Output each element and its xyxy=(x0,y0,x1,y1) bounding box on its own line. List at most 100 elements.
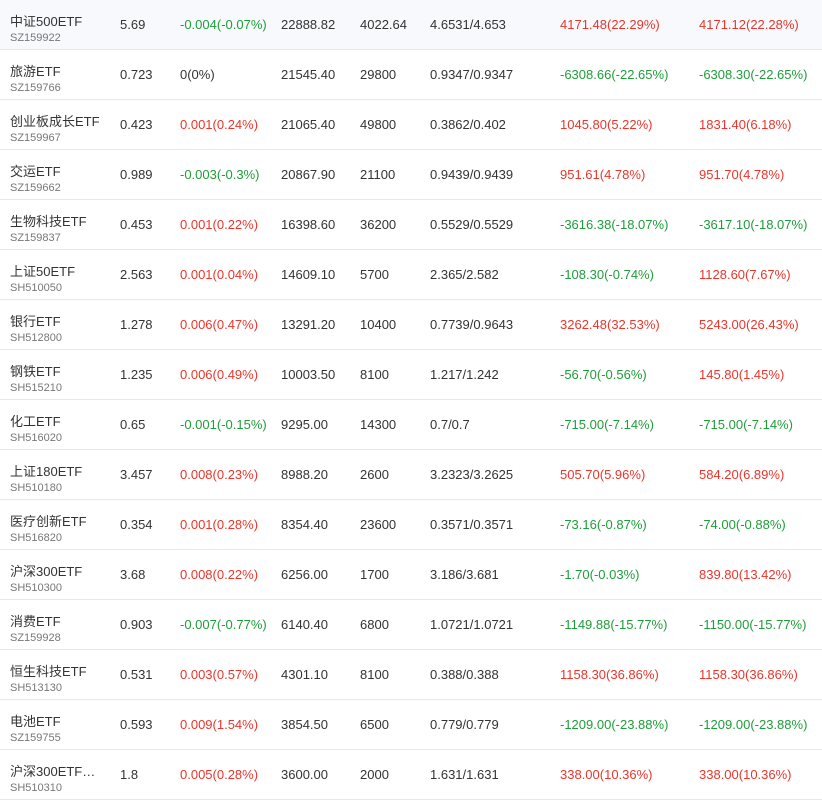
fund-name-cell[interactable]: 化工ETF SH516020 xyxy=(10,400,110,450)
table-row[interactable]: 银行ETF SH512800 1.278 0.006(0.47%) 13291.… xyxy=(0,300,822,350)
volume-cell: 21100 xyxy=(360,167,396,182)
price-cell: 0.723 xyxy=(120,67,153,82)
fund-name-cell[interactable]: 上证180ETF SH510180 xyxy=(10,450,110,500)
total-profit-cell: 338.00(10.36%) xyxy=(699,767,792,782)
nav-cell: 1.217/1.242 xyxy=(430,367,499,382)
fund-code: SH515210 xyxy=(10,382,62,394)
nav-cell: 0.5529/0.5529 xyxy=(430,217,514,232)
amount-cell: 8988.20 xyxy=(281,467,328,482)
fund-name-cell[interactable]: 恒生科技ETF SH513130 xyxy=(10,650,110,700)
table-row[interactable]: 钢铁ETF SH515210 1.235 0.006(0.49%) 10003.… xyxy=(0,350,822,400)
price-cell: 0.593 xyxy=(120,717,153,732)
nav-cell: 0.388/0.388 xyxy=(430,667,499,682)
profit-cell: -3616.38(-18.07%) xyxy=(560,217,669,232)
fund-name[interactable]: 电池ETF xyxy=(10,714,61,729)
nav-cell: 0.779/0.779 xyxy=(430,717,499,732)
fund-name[interactable]: 钢铁ETF xyxy=(10,364,61,379)
table-row[interactable]: 上证180ETF SH510180 3.457 0.008(0.23%) 898… xyxy=(0,450,822,500)
price-cell: 0.423 xyxy=(120,117,153,132)
price-cell: 1.278 xyxy=(120,317,153,332)
fund-name[interactable]: 消费ETF xyxy=(10,614,61,629)
fund-name[interactable]: 化工ETF xyxy=(10,414,61,429)
fund-name-cell[interactable]: 中证500ETF SZ159922 xyxy=(10,0,110,50)
table-row[interactable]: 化工ETF SH516020 0.65 -0.001(-0.15%) 9295.… xyxy=(0,400,822,450)
price-cell: 5.69 xyxy=(120,17,146,32)
nav-cell: 1.631/1.631 xyxy=(430,767,499,782)
fund-name-cell[interactable]: 沪深300ETF… SH510310 xyxy=(10,750,110,800)
volume-cell: 2000 xyxy=(360,767,389,782)
table-row[interactable]: 恒生科技ETF SH513130 0.531 0.003(0.57%) 4301… xyxy=(0,650,822,700)
fund-code: SZ159837 xyxy=(10,232,61,244)
table-row[interactable]: 消费ETF SZ159928 0.903 -0.007(-0.77%) 6140… xyxy=(0,600,822,650)
fund-name-cell[interactable]: 生物科技ETF SZ159837 xyxy=(10,200,110,250)
table-row[interactable]: 中证500ETF SZ159922 5.69 -0.004(-0.07%) 22… xyxy=(0,0,822,50)
change-cell: -0.007(-0.77%) xyxy=(180,617,267,632)
amount-cell: 14609.10 xyxy=(281,267,336,282)
profit-cell: -1209.00(-23.88%) xyxy=(560,717,669,732)
profit-cell: -1149.88(-15.77%) xyxy=(560,617,668,632)
volume-cell: 5700 xyxy=(360,267,389,282)
fund-name-cell[interactable]: 钢铁ETF SH515210 xyxy=(10,350,110,400)
fund-name-cell[interactable]: 交运ETF SZ159662 xyxy=(10,150,110,200)
table-row[interactable]: 旅游ETF SZ159766 0.723 0(0%) 21545.40 2980… xyxy=(0,50,822,100)
fund-name[interactable]: 银行ETF xyxy=(10,314,61,329)
fund-name[interactable]: 医疗创新ETF xyxy=(10,514,87,529)
change-cell: 0.001(0.22%) xyxy=(180,217,259,232)
total-profit-cell: 951.70(4.78%) xyxy=(699,167,785,182)
fund-name-cell[interactable]: 消费ETF SZ159928 xyxy=(10,600,110,650)
fund-name[interactable]: 沪深300ETF xyxy=(10,564,83,579)
volume-cell: 4022.64 xyxy=(360,17,407,32)
table-row[interactable]: 医疗创新ETF SH516820 0.354 0.001(0.28%) 8354… xyxy=(0,500,822,550)
fund-name[interactable]: 旅游ETF xyxy=(10,64,61,79)
profit-cell: 505.70(5.96%) xyxy=(560,467,646,482)
table-row[interactable]: 上证50ETF SH510050 2.563 0.001(0.04%) 1460… xyxy=(0,250,822,300)
fund-name-cell[interactable]: 上证50ETF SH510050 xyxy=(10,250,110,300)
total-profit-cell: -74.00(-0.88%) xyxy=(699,517,786,532)
fund-name[interactable]: 创业板成长ETF xyxy=(10,114,100,129)
volume-cell: 1700 xyxy=(360,567,389,582)
fund-code: SZ159922 xyxy=(10,32,61,44)
change-cell: 0.001(0.24%) xyxy=(180,117,259,132)
fund-code: SH513130 xyxy=(10,682,62,694)
fund-name[interactable]: 生物科技ETF xyxy=(10,214,87,229)
table-row[interactable]: 沪深300ETF SH510300 3.68 0.008(0.22%) 6256… xyxy=(0,550,822,600)
table-row[interactable]: 交运ETF SZ159662 0.989 -0.003(-0.3%) 20867… xyxy=(0,150,822,200)
volume-cell: 23600 xyxy=(360,517,397,532)
change-cell: 0.009(1.54%) xyxy=(180,717,259,732)
amount-cell: 16398.60 xyxy=(281,217,336,232)
fund-name-cell[interactable]: 银行ETF SH512800 xyxy=(10,300,110,350)
total-profit-cell: 1128.60(7.67%) xyxy=(699,267,791,282)
total-profit-cell: -715.00(-7.14%) xyxy=(699,417,793,432)
volume-cell: 36200 xyxy=(360,217,397,232)
fund-name-cell[interactable]: 电池ETF SZ159755 xyxy=(10,700,110,750)
fund-name[interactable]: 中证500ETF xyxy=(10,14,83,29)
fund-name-cell[interactable]: 旅游ETF SZ159766 xyxy=(10,50,110,100)
fund-name-cell[interactable]: 医疗创新ETF SH516820 xyxy=(10,500,110,550)
fund-name-cell[interactable]: 创业板成长ETF SZ159967 xyxy=(10,100,110,150)
price-cell: 0.453 xyxy=(120,217,153,232)
table-row[interactable]: 沪深300ETF… SH510310 1.8 0.005(0.28%) 3600… xyxy=(0,750,822,800)
change-cell: 0.003(0.57%) xyxy=(180,667,259,682)
amount-cell: 13291.20 xyxy=(281,317,336,332)
fund-name[interactable]: 恒生科技ETF xyxy=(10,664,87,679)
nav-cell: 0.7/0.7 xyxy=(430,417,470,432)
volume-cell: 6800 xyxy=(360,617,389,632)
fund-name-cell[interactable]: 沪深300ETF SH510300 xyxy=(10,550,110,600)
volume-cell: 14300 xyxy=(360,417,397,432)
volume-cell: 8100 xyxy=(360,367,389,382)
fund-name[interactable]: 上证180ETF xyxy=(10,464,83,479)
fund-code: SZ159766 xyxy=(10,82,61,94)
fund-name[interactable]: 沪深300ETF… xyxy=(10,764,96,779)
fund-code: SZ159662 xyxy=(10,182,61,194)
amount-cell: 10003.50 xyxy=(281,367,336,382)
table-row[interactable]: 电池ETF SZ159755 0.593 0.009(1.54%) 3854.5… xyxy=(0,700,822,750)
fund-name[interactable]: 上证50ETF xyxy=(10,264,76,279)
volume-cell: 49800 xyxy=(360,117,397,132)
table-row[interactable]: 创业板成长ETF SZ159967 0.423 0.001(0.24%) 210… xyxy=(0,100,822,150)
change-cell: 0.008(0.22%) xyxy=(180,567,259,582)
profit-cell: -1.70(-0.03%) xyxy=(560,567,640,582)
fund-name[interactable]: 交运ETF xyxy=(10,164,61,179)
table-row[interactable]: 生物科技ETF SZ159837 0.453 0.001(0.22%) 1639… xyxy=(0,200,822,250)
fund-code: SH516820 xyxy=(10,532,62,544)
